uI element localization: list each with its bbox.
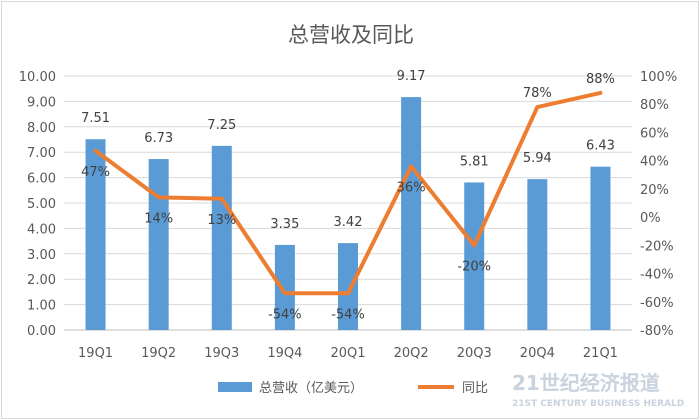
left-axis-tick: 7.00 <box>27 146 56 161</box>
bar-value-label: 3.35 <box>270 217 299 232</box>
right-axis-tick: -60% <box>640 296 674 311</box>
left-axis-tick: 8.00 <box>27 121 56 136</box>
left-axis-tick: 3.00 <box>27 248 56 263</box>
right-axis-tick: 40% <box>640 155 669 170</box>
left-axis: 0.00 1.00 2.00 3.00 4.00 5.00 6.00 7.00 8.00 9.00… <box>19 70 56 339</box>
bar-value-label: 5.81 <box>460 154 489 169</box>
x-axis-tick: 19Q1 <box>78 346 113 361</box>
yoy-value-label: -54% <box>268 307 302 322</box>
bar <box>211 145 232 330</box>
x-axis-tick: 19Q3 <box>204 346 239 361</box>
yoy-value-label: 47% <box>81 165 110 180</box>
bar-value-label: 3.42 <box>334 215 363 230</box>
bar <box>85 139 106 330</box>
bar <box>148 159 169 330</box>
left-axis-tick: 1.00 <box>27 299 56 314</box>
x-axis-tick: 19Q2 <box>141 346 176 361</box>
x-axis-tick: 20Q2 <box>394 346 429 361</box>
left-axis-tick: 5.00 <box>27 197 56 212</box>
legend-line-label: 同比 <box>462 381 488 396</box>
x-axis-tick: 20Q1 <box>330 346 365 361</box>
left-axis-tick: 10.00 <box>19 70 56 85</box>
right-axis-tick: 100% <box>640 70 677 85</box>
left-axis-tick: 2.00 <box>27 273 56 288</box>
yoy-value-label: 13% <box>207 213 236 228</box>
bar <box>338 243 358 330</box>
x-axis-tick: 20Q3 <box>457 346 492 361</box>
bar-value-label: 9.17 <box>397 69 426 84</box>
legend-bar-swatch <box>218 382 252 392</box>
bar-value-label: 6.73 <box>144 131 173 146</box>
x-axis-tick: 21Q1 <box>583 346 618 361</box>
yoy-value-label: 88% <box>586 72 615 87</box>
watermark-subtitle: 21ST CENTURY BUSINESS HERALD <box>512 399 684 409</box>
bar <box>590 166 611 330</box>
bar-value-label: 7.25 <box>207 118 236 133</box>
right-axis-tick: -80% <box>640 324 674 339</box>
watermark: 21世纪经济报道 21ST CENTURY BUSINESS HERALD <box>512 371 684 409</box>
legend-bar-label: 总营收（亿美元） <box>259 381 363 396</box>
legend: 总营收（亿美元） 同比 <box>218 381 488 396</box>
left-axis-tick: 9.00 <box>27 95 56 110</box>
label-layer: 7.51 6.73 7.25 3.35 3.42 9.17 5.81 5.94 6.43 47% 1… <box>81 69 615 322</box>
bar-value-label: 7.51 <box>81 111 110 126</box>
right-axis-tick: 60% <box>640 126 669 141</box>
chart-title: 总营收及同比 <box>288 23 414 47</box>
yoy-line <box>93 90 603 296</box>
bar <box>527 179 548 330</box>
left-axis-tick: 4.00 <box>27 222 56 237</box>
x-axis: 19Q1 19Q2 19Q3 19Q4 20Q1 20Q2 20Q3 20Q4 21Q1 <box>78 346 618 361</box>
bar <box>401 97 422 330</box>
right-axis-tick: 20% <box>640 183 669 198</box>
yoy-value-label: -54% <box>331 307 365 322</box>
right-axis: -80% -60% -40% -20% 0% 20% 40% 60% 80% 100% <box>640 70 677 339</box>
x-axis-tick: 19Q4 <box>267 346 302 361</box>
bars-layer <box>85 97 611 330</box>
right-axis-tick: 80% <box>640 98 669 113</box>
yoy-value-label: 78% <box>523 86 552 101</box>
bar <box>274 244 295 330</box>
bar <box>464 182 485 330</box>
line-layer <box>93 90 603 296</box>
left-axis-tick: 6.00 <box>27 172 56 187</box>
yoy-value-label: 36% <box>397 180 426 195</box>
bar-value-label: 5.94 <box>523 151 552 166</box>
bar-value-label: 6.43 <box>586 139 615 154</box>
x-axis-tick: 20Q4 <box>520 346 555 361</box>
right-axis-tick: 0% <box>640 211 661 226</box>
watermark-title: 21世纪经济报道 <box>512 371 660 395</box>
right-axis-tick: -40% <box>640 268 674 283</box>
yoy-value-label: -20% <box>457 259 491 274</box>
right-axis-tick: -20% <box>640 239 674 254</box>
left-axis-tick: 0.00 <box>27 324 56 339</box>
yoy-value-label: 14% <box>144 211 173 226</box>
